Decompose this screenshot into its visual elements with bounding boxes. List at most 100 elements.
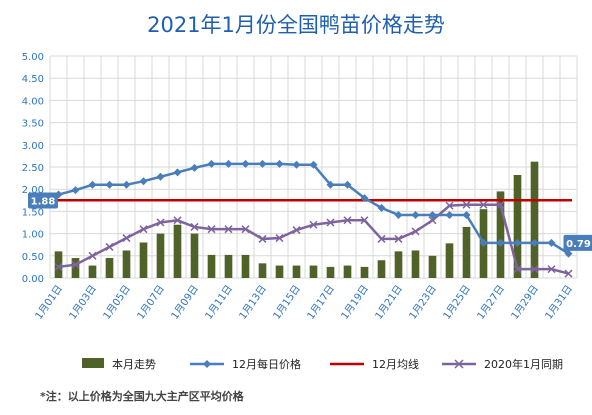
- point-daily: [190, 163, 199, 172]
- bar: [258, 263, 267, 278]
- legend-marker: [203, 360, 211, 368]
- point-daily: [462, 210, 471, 219]
- point-daily: [224, 159, 233, 168]
- x-tick-label: 1月15日: [271, 283, 303, 322]
- point-prev-year: [122, 234, 131, 243]
- legend-label: 2020年1月同期: [484, 357, 563, 371]
- bar: [428, 255, 437, 278]
- point-daily: [88, 180, 97, 189]
- point-prev-year: [428, 216, 437, 225]
- point-daily: [445, 210, 454, 219]
- bar: [275, 265, 284, 278]
- point-prev-year: [411, 227, 420, 236]
- x-tick-label: 1月13日: [237, 283, 269, 322]
- legend-item: 2020年1月同期: [442, 357, 563, 371]
- point-daily: [513, 238, 522, 247]
- point-prev-year: [394, 234, 403, 243]
- point-prev-year: [360, 216, 369, 225]
- point-prev-year: [377, 234, 386, 243]
- point-daily: [275, 159, 284, 168]
- x-tick-label: 1月31日: [543, 283, 575, 322]
- bar: [71, 258, 80, 278]
- y-tick-label: 1.00: [22, 230, 44, 241]
- point-prev-year: [258, 234, 267, 243]
- point-prev-year: [496, 200, 505, 209]
- point-prev-year: [292, 226, 301, 235]
- bar: [377, 260, 386, 278]
- chart-title: 2021年1月份全国鸭苗价格走势: [147, 13, 445, 37]
- legend-item: 12月均线: [330, 357, 419, 371]
- point-daily: [343, 180, 352, 189]
- y-tick-label: 0.00: [22, 274, 44, 285]
- point-daily: [428, 210, 437, 219]
- bar: [190, 233, 199, 278]
- legend-item: 本月走势: [82, 357, 156, 371]
- point-daily: [564, 249, 573, 258]
- legend-label: 本月走势: [112, 357, 156, 371]
- point-prev-year: [88, 251, 97, 260]
- point-daily: [139, 177, 148, 186]
- point-prev-year: [190, 222, 199, 231]
- point-prev-year: [530, 265, 539, 274]
- x-tick-label: 1月05日: [101, 283, 133, 322]
- line-series: [54, 159, 573, 278]
- point-prev-year: [224, 225, 233, 234]
- point-prev-year: [207, 225, 216, 234]
- x-tick-label: 1月21日: [373, 283, 405, 322]
- point-prev-year: [71, 260, 80, 269]
- point-daily: [326, 180, 335, 189]
- bar: [445, 243, 454, 278]
- point-daily: [258, 159, 267, 168]
- y-tick-label: 5.00: [22, 52, 44, 63]
- x-tick-label: 1月11日: [203, 283, 235, 322]
- y-tick-label: 2.00: [22, 185, 44, 196]
- x-tick-label: 1月03日: [67, 283, 99, 322]
- legend-label: 12月每日价格: [232, 357, 301, 371]
- point-daily: [207, 159, 216, 168]
- bar: [207, 254, 216, 278]
- point-prev-year: [513, 265, 522, 274]
- y-tick-label: 4.50: [22, 74, 44, 85]
- point-prev-year: [139, 225, 148, 234]
- point-daily: [173, 168, 182, 177]
- bar: [88, 265, 97, 278]
- point-daily: [241, 159, 250, 168]
- callouts: 1.88 0.79: [28, 192, 592, 251]
- bar: [105, 258, 114, 278]
- bar: [513, 174, 522, 278]
- x-axis-ticks: 1月01日 1月03日 1月05日 1月07日 1月09日 1月11日 1月13日 1月15日…: [33, 283, 575, 322]
- callout-label: 0.79: [566, 239, 591, 250]
- x-tick-label: 1月09日: [169, 283, 201, 322]
- legend-marker: [454, 359, 464, 369]
- point-prev-year: [275, 234, 284, 243]
- point-prev-year: [445, 201, 454, 210]
- point-daily: [156, 172, 165, 181]
- point-prev-year: [343, 216, 352, 225]
- point-prev-year: [173, 216, 182, 225]
- bar: [411, 250, 420, 278]
- callout-label: 1.88: [31, 197, 56, 208]
- y-tick-label: 1.50: [22, 207, 44, 218]
- x-tick-label: 1月25日: [441, 283, 473, 322]
- x-tick-label: 1月23日: [407, 283, 439, 322]
- point-daily: [411, 210, 420, 219]
- y-tick-label: 4.00: [22, 96, 44, 107]
- y-tick-label: 2.50: [22, 163, 44, 174]
- point-prev-year: [105, 242, 114, 251]
- point-daily: [377, 203, 386, 212]
- point-prev-year: [479, 200, 488, 209]
- x-tick-label: 1月01日: [33, 283, 65, 322]
- point-daily: [496, 238, 505, 247]
- point-daily: [394, 210, 403, 219]
- x-tick-label: 1月17日: [305, 283, 337, 322]
- bar: [394, 251, 403, 278]
- point-prev-year: [54, 262, 63, 271]
- point-daily: [105, 180, 114, 189]
- y-tick-label: 0.50: [22, 252, 44, 263]
- y-tick-label: 3.00: [22, 141, 44, 152]
- point-daily: [479, 238, 488, 247]
- bar: [309, 265, 318, 278]
- legend-label: 12月均线: [372, 357, 419, 371]
- point-prev-year: [564, 269, 573, 278]
